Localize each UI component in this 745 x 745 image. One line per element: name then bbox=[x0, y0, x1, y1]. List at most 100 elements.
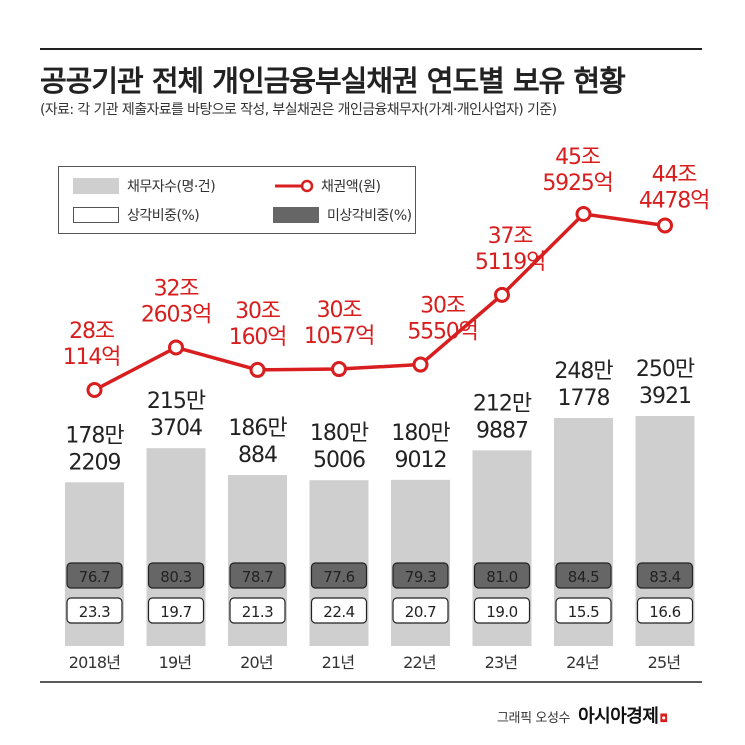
amount-label-top: 30조 bbox=[235, 299, 281, 324]
legend-amount: 채권액(원) bbox=[273, 176, 381, 196]
credit: 그래픽 오성수 아시아경제 ◘ bbox=[497, 702, 668, 728]
amount-label-bottom: 160억 bbox=[229, 325, 286, 350]
amount-point bbox=[575, 206, 592, 222]
page-subtitle: (자료: 각 기관 제출자료를 바탕으로 작성, 부실채권은 개인금융채무자(가… bbox=[40, 102, 557, 118]
credit-graphic-by: 그래픽 오성수 bbox=[497, 711, 571, 726]
written-off-box bbox=[392, 597, 449, 624]
amount-label-top: 37조 bbox=[488, 224, 534, 249]
written-off-value: 19.0 bbox=[486, 603, 517, 621]
debtor-label-bottom: 3921 bbox=[639, 384, 691, 409]
x-tick-label: 25년 bbox=[648, 653, 681, 672]
legend-bar-swatch bbox=[73, 178, 119, 194]
written-off-box bbox=[229, 597, 286, 624]
debtor-label-top: 180만 bbox=[310, 421, 369, 446]
legend-written-off: 상각비중(%) bbox=[73, 205, 200, 225]
debtor-label-bottom: 1778 bbox=[558, 386, 610, 411]
debtor-label-bottom: 9012 bbox=[395, 448, 447, 473]
page-title: 공공기관 전체 개인금융부실채권 연도별 보유 현황 bbox=[40, 64, 626, 98]
amount-point bbox=[331, 361, 347, 378]
not-written-off-box bbox=[555, 562, 612, 589]
written-off-box bbox=[66, 597, 123, 624]
legend-dark-swatch bbox=[273, 207, 319, 223]
debtor-label-bottom: 5006 bbox=[313, 448, 365, 473]
amount-label-bottom: 1057억 bbox=[304, 324, 374, 349]
debtor-label-top: 215만 bbox=[147, 389, 206, 414]
amount-label-top: 28조 bbox=[69, 319, 115, 344]
amount-point bbox=[494, 286, 510, 303]
amount-label-top: 32조 bbox=[154, 276, 200, 301]
debtor-label-top: 178만 bbox=[65, 423, 124, 448]
not-written-off-box bbox=[66, 562, 123, 589]
amount-line bbox=[93, 212, 666, 392]
written-off-box bbox=[147, 597, 205, 624]
amount-point bbox=[249, 361, 266, 378]
x-tick-label: 22년 bbox=[403, 653, 436, 672]
top-rule bbox=[40, 48, 702, 50]
x-tick-label: 19년 bbox=[159, 653, 192, 672]
legend-debtors: 채무자수(명·건) bbox=[73, 176, 216, 196]
debtor-label-bottom: 9887 bbox=[476, 418, 528, 443]
not-written-off-value: 80.3 bbox=[160, 568, 191, 586]
debtor-label-top: 250만 bbox=[636, 357, 695, 382]
written-off-box bbox=[555, 597, 612, 624]
legend-debtors-label: 채무자수(명·건) bbox=[127, 179, 216, 195]
amount-label-bottom: 4478억 bbox=[639, 188, 709, 213]
amount-label-bottom: 5925억 bbox=[542, 171, 612, 196]
legend-not-written-off: 미상각비중(%) bbox=[273, 205, 412, 225]
amount-label-top: 30조 bbox=[317, 298, 363, 323]
not-written-off-value: 76.7 bbox=[79, 568, 110, 586]
written-off-value: 16.6 bbox=[649, 603, 680, 621]
not-written-off-value: 84.5 bbox=[568, 568, 599, 586]
legend-white-swatch bbox=[73, 207, 119, 223]
written-off-value: 20.7 bbox=[405, 603, 436, 621]
not-written-off-box bbox=[229, 562, 286, 589]
written-off-value: 22.4 bbox=[323, 603, 354, 621]
written-off-box bbox=[636, 597, 694, 624]
x-tick-label: 23년 bbox=[485, 653, 518, 672]
not-written-off-value: 78.7 bbox=[242, 568, 273, 586]
amount-label-bottom: 114억 bbox=[63, 345, 120, 370]
not-written-off-box bbox=[636, 562, 694, 589]
written-off-box bbox=[310, 597, 368, 624]
not-written-off-value: 81.0 bbox=[486, 568, 517, 586]
amount-label-top: 45조 bbox=[555, 145, 601, 170]
amount-label-bottom: 2603억 bbox=[141, 302, 211, 327]
amount-label-top: 44조 bbox=[652, 162, 698, 187]
not-written-off-box bbox=[473, 562, 531, 589]
debtor-label-top: 186만 bbox=[228, 416, 287, 441]
not-written-off-box bbox=[310, 562, 368, 589]
written-off-value: 19.7 bbox=[160, 603, 191, 621]
written-off-value: 23.3 bbox=[79, 603, 110, 621]
legend-written-off-label: 상각비중(%) bbox=[127, 208, 200, 224]
debtor-label-top: 212만 bbox=[473, 391, 532, 416]
debtor-label-top: 180만 bbox=[391, 421, 450, 446]
amount-point bbox=[168, 339, 184, 356]
amount-point bbox=[412, 356, 429, 373]
amount-point bbox=[657, 217, 673, 234]
amount-label-bottom: 5119억 bbox=[475, 250, 545, 275]
legend: 채무자수(명·건) 채권액(원) 상각비중(%) 미상각비중(%) bbox=[58, 166, 416, 234]
amount-point bbox=[86, 382, 103, 398]
written-off-value: 21.3 bbox=[242, 603, 273, 621]
not-written-off-box bbox=[147, 562, 205, 589]
debtor-label-bottom: 884 bbox=[238, 443, 277, 468]
x-tick-label: 24년 bbox=[566, 653, 599, 672]
not-written-off-box bbox=[392, 562, 449, 589]
not-written-off-value: 79.3 bbox=[405, 568, 436, 586]
debtor-label-bottom: 2209 bbox=[69, 450, 121, 475]
credit-brand: 아시아경제 bbox=[578, 706, 659, 727]
legend-not-written-off-label: 미상각비중(%) bbox=[327, 208, 412, 224]
debtor-label-bottom: 3704 bbox=[150, 416, 202, 441]
not-written-off-value: 77.6 bbox=[323, 568, 354, 586]
amount-label-bottom: 5550억 bbox=[407, 320, 477, 345]
debtor-label-top: 248만 bbox=[554, 359, 613, 384]
amount-label-top: 30조 bbox=[420, 294, 466, 319]
written-off-box bbox=[473, 597, 531, 624]
x-tick-label: 20년 bbox=[240, 653, 273, 672]
legend-amount-label: 채권액(원) bbox=[321, 179, 381, 195]
x-tick-label: 21년 bbox=[322, 653, 355, 672]
written-off-value: 15.5 bbox=[568, 603, 599, 621]
not-written-off-value: 83.4 bbox=[649, 568, 680, 586]
x-tick-label: 2018년 bbox=[69, 653, 121, 672]
